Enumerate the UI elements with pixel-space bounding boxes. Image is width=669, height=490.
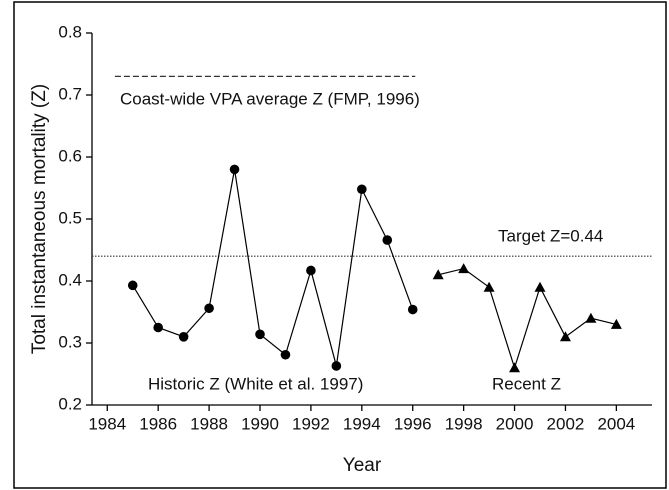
marker xyxy=(280,349,291,360)
marker xyxy=(127,280,138,291)
marker xyxy=(407,304,418,315)
marker xyxy=(432,269,444,280)
y-tick-label: 0.2 xyxy=(58,394,82,413)
y-tick-label: 0.7 xyxy=(58,84,82,103)
x-tick-label: 2000 xyxy=(496,414,534,433)
x-tick-label: 2002 xyxy=(547,414,585,433)
annotation: Recent Z xyxy=(492,374,561,393)
marker xyxy=(585,312,597,323)
marker xyxy=(255,329,265,340)
y-tick-label: 0.4 xyxy=(58,270,82,289)
x-tick-label: 2004 xyxy=(597,414,635,433)
marker xyxy=(559,331,571,342)
x-tick-label: 1996 xyxy=(394,414,432,433)
marker xyxy=(204,303,214,314)
marker xyxy=(306,265,316,276)
marker xyxy=(458,263,470,274)
x-tick-label: 1992 xyxy=(292,414,330,433)
y-tick-label: 0.8 xyxy=(58,22,82,41)
marker xyxy=(610,318,622,329)
marker xyxy=(153,322,163,333)
marker xyxy=(357,184,367,195)
y-tick-label: 0.5 xyxy=(58,208,82,227)
marker xyxy=(509,362,521,373)
series-line xyxy=(132,169,414,367)
x-axis-label: Year xyxy=(343,455,382,476)
y-tick-label: 0.3 xyxy=(58,332,82,351)
marker xyxy=(178,332,189,342)
marker xyxy=(534,281,546,292)
frame xyxy=(13,1,667,489)
marker xyxy=(229,164,240,175)
y-axis-label: Total instantaneous mortality (Z) xyxy=(29,84,50,354)
x-tick-label: 1988 xyxy=(190,414,228,433)
x-tick-label: 1984 xyxy=(88,414,126,433)
x-tick-label: 1990 xyxy=(241,414,279,433)
y-tick-label: 0.6 xyxy=(58,146,82,165)
marker xyxy=(331,361,342,371)
x-tick-label: 1986 xyxy=(139,414,177,433)
marker xyxy=(382,235,393,245)
annotation: Target Z=0.44 xyxy=(498,226,603,245)
x-tick-label: 1998 xyxy=(445,414,483,433)
marker xyxy=(483,281,495,292)
x-tick-label: 1994 xyxy=(343,414,381,433)
annotation: Coast-wide VPA average Z (FMP, 1996) xyxy=(120,89,420,108)
annotation: Historic Z (White et al. 1997) xyxy=(148,374,363,393)
